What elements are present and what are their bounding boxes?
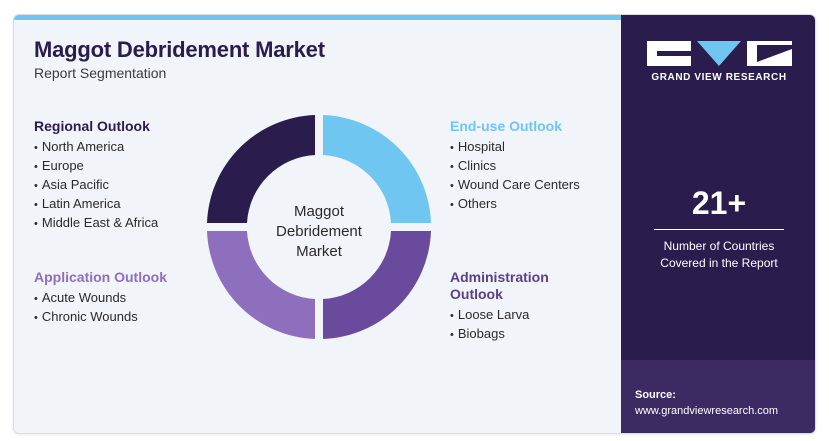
donut-quadrant-enduse: [323, 115, 431, 223]
list-item: Europe: [34, 157, 158, 176]
donut-center-label: Maggot Debridement Market: [264, 202, 374, 262]
enduse-outlook-section: End-use Outlook Hospital Clinics Wound C…: [450, 118, 580, 214]
application-outlook-list: Acute Wounds Chronic Wounds: [34, 289, 167, 327]
infographic-card: Maggot Debridement Market Report Segment…: [13, 14, 816, 434]
administration-outlook-section: Administration Outlook Loose Larva Bioba…: [450, 269, 549, 344]
enduse-outlook-title: End-use Outlook: [450, 118, 562, 134]
stat-caption: Number of Countries Covered in the Repor…: [621, 238, 815, 272]
stat-caption-line2: Covered in the Report: [660, 256, 778, 270]
application-outlook-section: Application Outlook Acute Wounds Chronic…: [34, 269, 167, 327]
list-item: Acute Wounds: [34, 289, 167, 308]
segmentation-donut: [207, 115, 431, 339]
donut-quadrant-application: [207, 231, 315, 339]
donut-center-line1: Maggot: [293, 203, 345, 220]
source-label: Source:: [635, 389, 676, 401]
regional-outlook-list: North America Europe Asia Pacific Latin …: [34, 138, 158, 233]
list-item: Wound Care Centers: [450, 176, 580, 195]
administration-outlook-title-line1: Administration: [450, 269, 549, 285]
enduse-outlook-list: Hospital Clinics Wound Care Centers Othe…: [450, 138, 580, 214]
stat-value: 21+: [691, 185, 747, 221]
donut-center-line2: Debridement: [276, 223, 362, 240]
list-item: Latin America: [34, 195, 158, 214]
list-item: Hospital: [450, 138, 580, 157]
regional-outlook-section: Regional Outlook North America Europe As…: [34, 118, 158, 233]
donut-center-line3: Market: [296, 243, 342, 260]
donut-quadrant-regional: [207, 115, 315, 223]
list-item: Biobags: [450, 325, 549, 344]
administration-outlook-list: Loose Larva Biobags: [450, 306, 549, 344]
stat-divider: [654, 229, 784, 230]
administration-outlook-title: Administration Outlook: [450, 269, 549, 303]
list-item: Middle East & Africa: [34, 214, 158, 233]
accent-bar: [14, 15, 621, 20]
source-url: www.grandviewresearch.com: [635, 405, 779, 417]
grand-view-research-logo: [647, 41, 792, 66]
list-item: Chronic Wounds: [34, 308, 167, 327]
application-outlook-title: Application Outlook: [34, 269, 167, 285]
brand-name: GRAND VIEW RESEARCH: [651, 72, 787, 83]
list-item: North America: [34, 138, 158, 157]
main-panel: Maggot Debridement Market Report Segment…: [14, 15, 621, 433]
administration-outlook-title-line2: Outlook: [450, 286, 503, 302]
list-item: Clinics: [450, 157, 580, 176]
donut-quadrant-administration: [323, 231, 431, 339]
page-title: Maggot Debridement Market: [34, 37, 325, 62]
source-panel: Source: www.grandviewresearch.com: [621, 360, 815, 433]
regional-outlook-title: Regional Outlook: [34, 118, 150, 134]
list-item: Loose Larva: [450, 306, 549, 325]
stat-caption-line1: Number of Countries: [663, 239, 775, 253]
page-subtitle: Report Segmentation: [34, 65, 167, 81]
list-item: Others: [450, 195, 580, 214]
list-item: Asia Pacific: [34, 176, 158, 195]
brand-sidebar: GRAND VIEW RESEARCH 21+ Number of Countr…: [621, 15, 815, 433]
